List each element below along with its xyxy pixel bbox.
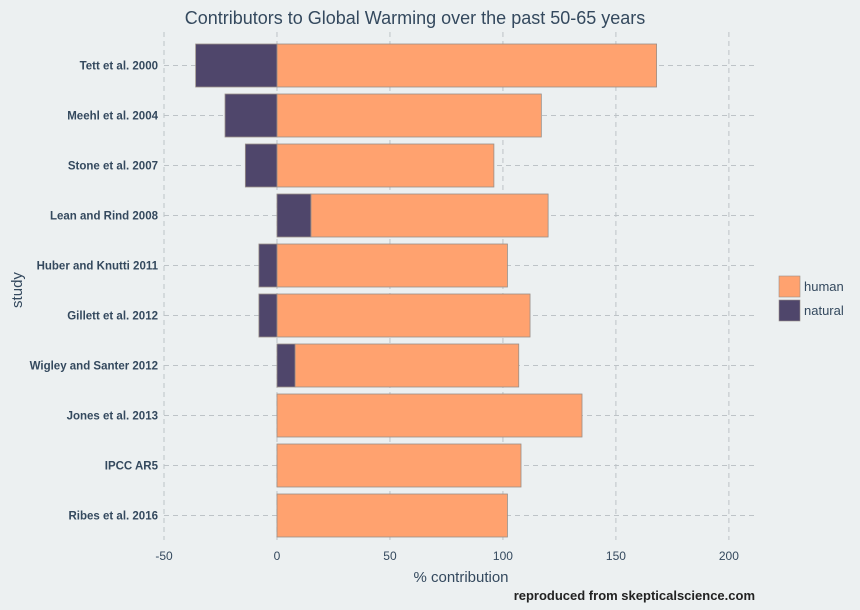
y-tick-label: IPCC AR5 bbox=[105, 461, 159, 473]
bar-natural bbox=[276, 343, 296, 388]
bar-natural bbox=[258, 293, 278, 338]
x-tick-label: 100 bbox=[493, 549, 513, 563]
legend-swatch-natural bbox=[778, 299, 801, 322]
x-axis-title: % contribution bbox=[413, 569, 508, 586]
legend-label-natural: natural bbox=[804, 303, 844, 318]
x-tick-label: -50 bbox=[155, 549, 173, 563]
bar-natural bbox=[276, 193, 312, 238]
bar-human bbox=[276, 393, 583, 438]
y-tick-label: Stone et al. 2007 bbox=[68, 161, 158, 173]
y-tick-label: Tett et al. 2000 bbox=[80, 61, 158, 73]
bar-human bbox=[276, 143, 495, 188]
y-tick-label: Gillett et al. 2012 bbox=[67, 311, 158, 323]
y-tick-label: Jones et al. 2013 bbox=[67, 411, 158, 423]
bar-natural bbox=[195, 43, 278, 88]
bar-human bbox=[276, 93, 542, 138]
bar-human bbox=[276, 43, 657, 88]
y-tick-label: Huber and Knutti 2011 bbox=[37, 261, 159, 273]
y-tick-label: Wigley and Santer 2012 bbox=[30, 361, 158, 373]
label-layer: -50 0 50 100 150 200 Tett et al. 2000 Meehl et … bbox=[30, 61, 740, 564]
bar-human bbox=[276, 443, 522, 488]
bar-human bbox=[294, 343, 520, 388]
chart-title: Contributors to Global Warming over the … bbox=[185, 8, 646, 28]
y-axis-title: study bbox=[9, 272, 26, 308]
bar-natural bbox=[258, 243, 278, 288]
source-caption: reproduced from skepticalscience.com bbox=[514, 588, 755, 603]
bar-natural bbox=[244, 143, 278, 188]
y-tick-label: Lean and Rind 2008 bbox=[50, 211, 159, 223]
bar-human bbox=[276, 493, 508, 538]
bar-human bbox=[276, 243, 508, 288]
bar-human bbox=[310, 193, 549, 238]
y-tick-label: Ribes et al. 2016 bbox=[69, 511, 159, 523]
x-tick-label: 0 bbox=[274, 549, 281, 563]
bar-natural bbox=[224, 93, 278, 138]
bar-human bbox=[276, 293, 531, 338]
legend-swatch-human bbox=[778, 275, 801, 298]
legend: human natural bbox=[778, 275, 844, 322]
x-tick-label: 200 bbox=[719, 549, 739, 563]
bar-layer bbox=[195, 43, 657, 538]
x-tick-label: 50 bbox=[383, 549, 397, 563]
y-tick-label: Meehl et al. 2004 bbox=[67, 111, 158, 123]
x-tick-label: 150 bbox=[606, 549, 626, 563]
legend-label-human: human bbox=[804, 279, 844, 294]
